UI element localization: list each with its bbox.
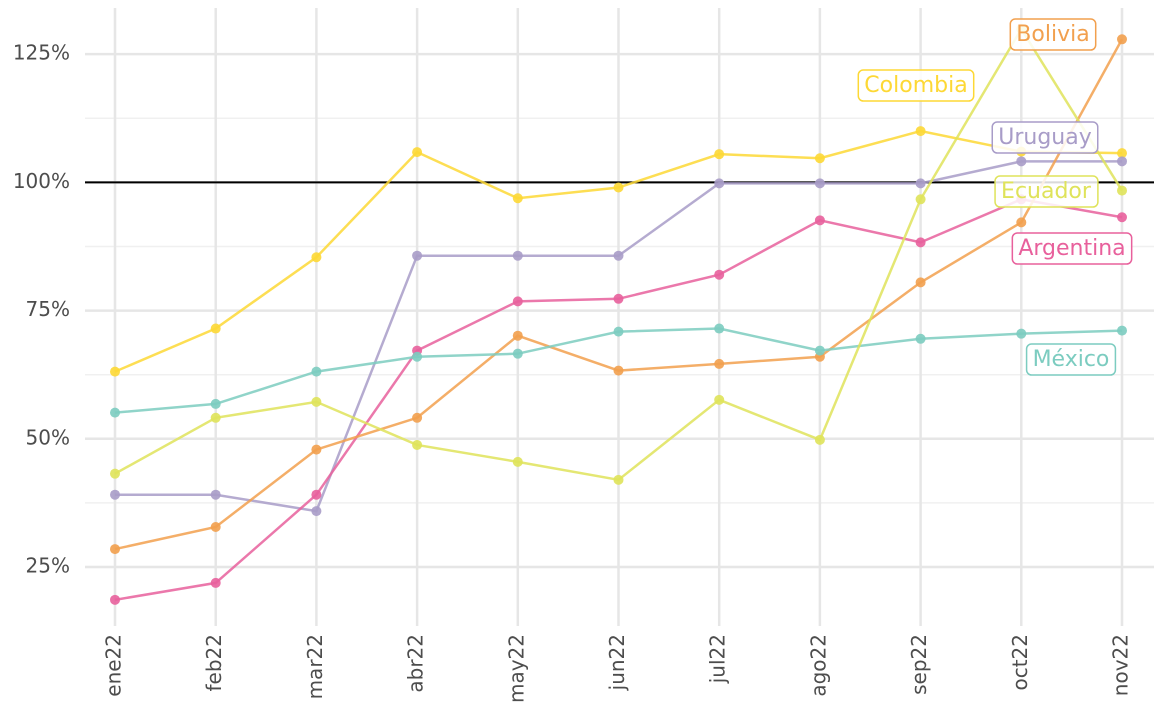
point	[210, 522, 221, 533]
point	[512, 348, 523, 359]
point	[613, 365, 624, 376]
point	[311, 396, 322, 407]
point	[110, 468, 120, 479]
point	[613, 474, 624, 485]
point	[714, 149, 725, 160]
series-label: Uruguay	[991, 121, 1099, 154]
point	[1117, 156, 1127, 167]
point	[412, 412, 423, 423]
x-tick-label: sep22	[907, 634, 931, 695]
x-tick-label: oct22	[1008, 634, 1032, 691]
x-tick-label: jul22	[706, 634, 730, 684]
label-box	[1025, 343, 1117, 376]
point	[714, 178, 725, 189]
y-tick-label: 100%	[13, 169, 70, 193]
series-label: Colombia	[857, 69, 975, 102]
point	[311, 489, 322, 500]
series-label: México	[1025, 343, 1117, 376]
point	[714, 323, 725, 334]
point	[512, 250, 523, 261]
x-tick-label: jun22	[605, 634, 629, 691]
point	[814, 178, 825, 189]
point	[311, 252, 322, 263]
label-box	[991, 121, 1099, 154]
point	[915, 277, 926, 288]
point	[512, 330, 523, 341]
point	[915, 126, 926, 137]
x-tick-label: abr22	[404, 634, 428, 693]
label-box	[994, 175, 1099, 208]
point	[714, 394, 725, 405]
point	[814, 345, 825, 356]
point	[613, 293, 624, 304]
y-tick-label: 125%	[13, 41, 70, 65]
point	[110, 489, 120, 500]
series-label: Argentina	[1011, 232, 1133, 265]
x-tick-label: mar22	[303, 634, 327, 699]
point	[210, 398, 221, 409]
label-text: Argentina	[1018, 236, 1125, 261]
series-label: Bolivia	[1009, 18, 1097, 51]
point	[1117, 34, 1127, 45]
point	[714, 358, 725, 369]
point	[1016, 217, 1027, 228]
label-box	[1009, 18, 1097, 51]
point	[412, 250, 423, 261]
point	[915, 237, 926, 248]
x-tick-label: feb22	[202, 634, 226, 692]
point	[110, 366, 120, 377]
point	[613, 326, 624, 337]
point	[915, 194, 926, 205]
point	[110, 407, 120, 418]
point	[210, 489, 221, 500]
point	[311, 366, 322, 377]
point	[1016, 328, 1027, 339]
point	[412, 351, 423, 362]
point	[915, 333, 926, 344]
point	[915, 178, 926, 189]
point	[311, 506, 322, 517]
x-tick-label: nov22	[1109, 634, 1133, 696]
point	[512, 296, 523, 307]
y-tick-label: 75%	[26, 297, 70, 321]
point	[110, 544, 120, 555]
point	[210, 577, 221, 588]
point	[512, 456, 523, 467]
point	[311, 444, 322, 455]
point	[814, 153, 825, 164]
point	[1117, 148, 1127, 159]
point	[1117, 212, 1127, 223]
point	[512, 193, 523, 204]
x-tick-label: ene22	[102, 634, 126, 697]
point	[613, 182, 624, 193]
label-text: México	[1033, 347, 1110, 372]
y-tick-label: 25%	[26, 554, 70, 578]
point	[613, 250, 624, 261]
label-text: Colombia	[864, 73, 967, 98]
point	[110, 594, 120, 605]
x-tick-label: may22	[504, 634, 528, 703]
x-tick-label: ago22	[806, 634, 830, 697]
point	[1117, 185, 1127, 196]
series-label: Ecuador	[994, 175, 1099, 208]
label-box	[1011, 232, 1133, 265]
point	[412, 439, 423, 450]
point	[814, 215, 825, 226]
point	[1117, 325, 1127, 336]
label-text: Ecuador	[1001, 179, 1092, 204]
point	[412, 147, 423, 158]
y-tick-label: 50%	[26, 425, 70, 449]
label-box	[857, 69, 975, 102]
point	[714, 269, 725, 280]
label-text: Uruguay	[998, 125, 1092, 150]
point	[210, 323, 221, 334]
point	[210, 412, 221, 423]
point	[1016, 156, 1027, 167]
label-text: Bolivia	[1016, 22, 1089, 47]
point	[814, 434, 825, 445]
